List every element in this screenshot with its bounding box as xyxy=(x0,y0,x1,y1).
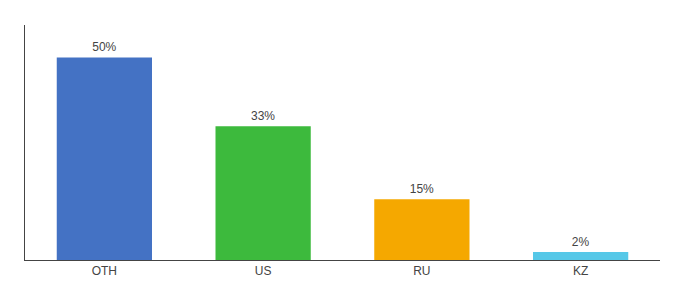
svg-text:RU: RU xyxy=(413,264,430,278)
svg-text:OTH: OTH xyxy=(92,264,117,278)
svg-text:50%: 50% xyxy=(92,40,116,54)
svg-text:KZ: KZ xyxy=(573,264,588,278)
svg-text:33%: 33% xyxy=(251,109,275,123)
svg-text:2%: 2% xyxy=(572,235,590,249)
svg-text:US: US xyxy=(255,264,272,278)
svg-text:15%: 15% xyxy=(410,182,434,196)
